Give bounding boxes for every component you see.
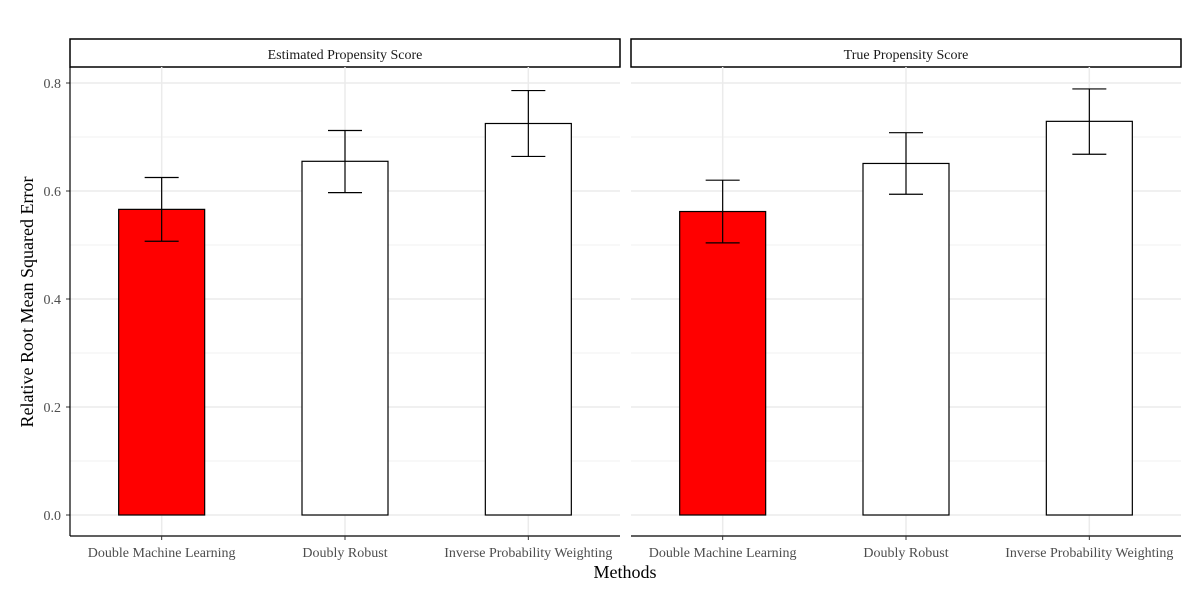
facet-strip	[69, 38, 621, 68]
x-tick-label: Double Machine Learning	[88, 546, 236, 561]
facet-panel: True Propensity Score Double Machine Lear…	[630, 38, 1182, 561]
bar	[862, 162, 950, 516]
y-tick-label: 0.0	[44, 509, 62, 524]
x-tick-label: Double Machine Learning	[649, 546, 797, 561]
y-tick-label: 0.2	[44, 401, 62, 416]
x-axis-title: Methods	[594, 562, 657, 582]
x-tick-label: Doubly Robust	[863, 546, 948, 561]
bar	[484, 122, 572, 516]
bar	[118, 208, 206, 516]
facet-panel: Estimated Propensity Score Double Machine…	[69, 38, 621, 561]
facet-strip-label: True Propensity Score	[844, 48, 969, 63]
y-tick-label: 0.8	[44, 77, 62, 92]
x-tick-label: Doubly Robust	[302, 546, 387, 561]
y-axis-title: Relative Root Mean Squared Error	[17, 177, 37, 428]
x-tick-label: Inverse Probability Weighting	[444, 546, 612, 561]
y-tick-label: 0.6	[44, 185, 62, 200]
facet-strip	[630, 38, 1182, 68]
bar	[1045, 120, 1133, 516]
x-tick-label: Inverse Probability Weighting	[1005, 546, 1173, 561]
facet-strip-label: Estimated Propensity Score	[268, 48, 423, 63]
bar	[301, 160, 389, 516]
y-tick-label: 0.4	[44, 293, 62, 308]
bar	[679, 210, 767, 516]
